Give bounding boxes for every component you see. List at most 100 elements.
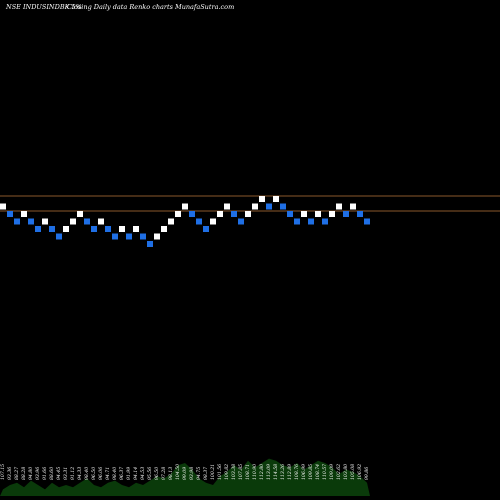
- x-tick-label: 103.38: [231, 464, 237, 480]
- x-tick-label: 96.06: [98, 467, 104, 480]
- x-tick-label: 94.75: [196, 467, 202, 480]
- renko-brick-down: [238, 218, 244, 225]
- x-tick-label: 99.86: [364, 467, 370, 480]
- x-tick-label: 98.40: [112, 467, 118, 480]
- renko-brick-up: [0, 203, 6, 210]
- renko-brick-down: [35, 226, 41, 232]
- x-tick-label: 108.74: [315, 464, 321, 480]
- renko-brick-up: [175, 211, 181, 217]
- renko-brick-down: [7, 211, 13, 217]
- x-tick-label: 113.09: [266, 464, 272, 480]
- x-tick-label: 97.28: [161, 467, 167, 480]
- x-tick-label: 99.09: [182, 467, 188, 480]
- renko-brick-down: [357, 211, 363, 217]
- x-tick-label: 109.09: [329, 464, 335, 480]
- x-tick-label: 102.62: [336, 464, 342, 480]
- volume-area: [0, 458, 370, 496]
- renko-brick-up: [119, 226, 125, 232]
- renko-brick-down: [14, 218, 20, 225]
- renko-brick-up: [217, 211, 223, 217]
- renko-brick-up: [154, 233, 160, 240]
- renko-brick-up: [77, 211, 83, 217]
- renko-brick-up: [21, 211, 27, 217]
- renko-brick-up: [210, 218, 216, 225]
- renko-brick-down: [91, 226, 97, 232]
- renko-brick-down: [231, 211, 237, 217]
- renko-brick-down: [56, 233, 62, 240]
- x-tick-label: 112.89: [287, 464, 293, 480]
- x-tick-label: 96.37: [119, 467, 125, 480]
- x-tick-label: 103.80: [343, 464, 349, 480]
- renko-brick-down: [308, 218, 314, 225]
- x-tick-label: 106.92: [357, 464, 363, 480]
- x-tick-label: 94.45: [56, 467, 62, 480]
- renko-brick-up: [161, 226, 167, 232]
- renko-brick-down: [266, 203, 272, 210]
- x-tick-label: 94.14: [133, 467, 139, 480]
- renko-brick-down: [84, 218, 90, 225]
- x-tick-label: 88.60: [49, 467, 55, 480]
- renko-brick-down: [49, 226, 55, 232]
- renko-brick-up: [336, 203, 342, 210]
- renko-brick-up: [182, 203, 188, 210]
- renko-brick-down: [28, 218, 34, 225]
- x-tick-label: 93.36: [7, 467, 13, 480]
- x-tick-label: 98.13: [168, 467, 174, 480]
- x-tick-label: 94.33: [77, 467, 83, 480]
- x-tick-label: 105.08: [350, 464, 356, 480]
- x-tick-label: 109.85: [308, 464, 314, 480]
- x-tick-label: 88.27: [14, 467, 20, 480]
- renko-brick-up: [42, 218, 48, 225]
- x-tick-label: 96.50: [154, 467, 160, 480]
- x-tick-label: 91.99: [126, 467, 132, 480]
- renko-brick-up: [98, 218, 104, 225]
- renko-bricks: [0, 196, 370, 247]
- x-tick-label: 110.57: [322, 464, 328, 480]
- renko-brick-down: [147, 241, 153, 247]
- volume-fill: [0, 458, 370, 496]
- x-tick-label: 93.96: [35, 467, 41, 480]
- renko-brick-up: [70, 218, 76, 225]
- renko-brick-down: [287, 211, 293, 217]
- x-tick-label: 96.50: [91, 467, 97, 480]
- renko-brick-up: [329, 211, 335, 217]
- x-tick-label: 93.98: [189, 467, 195, 480]
- x-tick-label: 108.71: [245, 464, 251, 480]
- renko-brick-up: [273, 196, 279, 202]
- renko-brick-down: [343, 211, 349, 217]
- renko-brick-down: [280, 203, 286, 210]
- x-tick-label: 113.26: [280, 464, 286, 480]
- x-tick-label: 106.99: [301, 464, 307, 480]
- x-tick-label: 104.50: [175, 464, 181, 480]
- renko-brick-up: [315, 211, 321, 217]
- renko-brick-down: [189, 211, 195, 217]
- chart-subtitle: Closing Daily data Renko charts MunafaSu…: [67, 3, 234, 11]
- x-tick-label: 91.12: [70, 467, 76, 480]
- x-tick-label: 100.21: [210, 464, 216, 480]
- renko-brick-up: [224, 203, 230, 210]
- x-tick-label: 108.76: [294, 464, 300, 480]
- x-tick-label: 91.66: [42, 467, 48, 480]
- x-tick-label: 94.53: [140, 467, 146, 480]
- chart-title: NSE INDUSINDBK 5%: [5, 3, 82, 11]
- x-tick-label: 98.37: [203, 467, 209, 480]
- x-tick-label: 114.58: [273, 464, 279, 480]
- renko-brick-up: [133, 226, 139, 232]
- renko-brick-down: [112, 233, 118, 240]
- renko-brick-up: [63, 226, 69, 232]
- x-tick-label: 88.28: [21, 467, 27, 480]
- renko-brick-down: [140, 233, 146, 240]
- x-tick-label: 94.71: [105, 467, 111, 480]
- x-tick-label: 112.80: [259, 464, 265, 480]
- x-tick-label: 98.40: [84, 467, 90, 480]
- x-tick-label: 95.56: [147, 467, 153, 480]
- x-tick-label: 109.82: [224, 464, 230, 480]
- renko-brick-down: [105, 226, 111, 232]
- x-axis-labels: 107.15 93.36 88.27 88.28 94.80 93.96 91.66 88.6…: [0, 464, 370, 480]
- renko-brick-up: [168, 218, 174, 225]
- renko-brick-up: [245, 211, 251, 217]
- renko-brick-down: [364, 218, 370, 225]
- renko-brick-down: [203, 226, 209, 232]
- renko-brick-down: [196, 218, 202, 225]
